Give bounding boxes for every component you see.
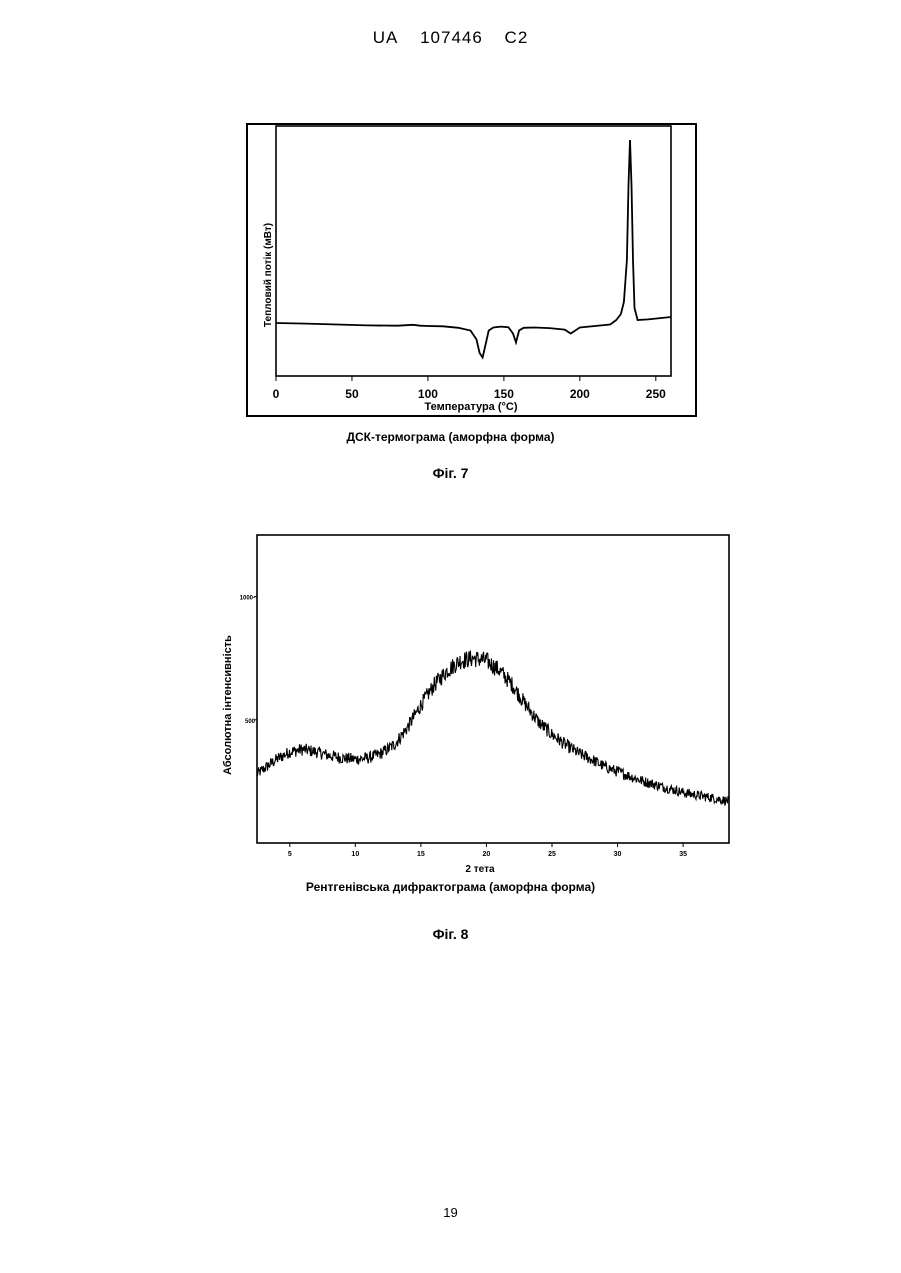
dsc-y-axis-label: Тепловий потік (мВт) xyxy=(263,223,274,327)
fig7-label: Фіг. 7 xyxy=(0,465,901,481)
dsc-x-tick-label: 50 xyxy=(345,387,359,401)
dsc-x-axis-label: Температура (°C) xyxy=(424,401,517,413)
xrd-y-tick-label: 500 xyxy=(245,719,256,725)
fig8-caption: Рентгенівська дифрактограма (аморфна фор… xyxy=(0,880,901,894)
xrd-x-tick-label: 25 xyxy=(548,851,556,858)
dsc-x-tick-label: 150 xyxy=(494,387,514,401)
fig7-caption: ДСК-термограма (аморфна форма) xyxy=(0,430,901,444)
dsc-x-tick-label: 200 xyxy=(570,387,590,401)
xrd-x-axis-label: 2 тета xyxy=(465,864,495,875)
dsc-x-tick-label: 0 xyxy=(273,387,280,401)
xrd-x-tick-label: 5 xyxy=(288,851,292,858)
xrd-y-axis-label: Абсолютна інтенсивність xyxy=(222,635,234,775)
dsc-x-tick-label: 100 xyxy=(418,387,438,401)
xrd-chart: 5 10 15 20 25 30 35 500 1000- 2 тета Абсолютна і… xyxy=(222,535,729,875)
dsc-chart: 0 50 100 150 200 250 Температура (°C) Теплови… xyxy=(247,124,696,416)
xrd-x-tick-label: 35 xyxy=(679,851,687,858)
dsc-x-tick-label: 250 xyxy=(646,387,666,401)
xrd-pattern-curve xyxy=(257,651,729,805)
xrd-y-tick-label: 1000- xyxy=(240,596,255,602)
page-number: 19 xyxy=(0,1205,901,1220)
xrd-plot-area xyxy=(257,535,729,843)
xrd-x-tick-label: 10 xyxy=(351,851,359,858)
xrd-x-tick-label: 30 xyxy=(614,851,622,858)
xrd-x-tick-label: 15 xyxy=(417,851,425,858)
dsc-curve xyxy=(276,140,671,358)
fig8-label: Фіг. 8 xyxy=(0,926,901,942)
xrd-x-tick-label: 20 xyxy=(483,851,491,858)
dsc-plot-area xyxy=(276,126,671,376)
